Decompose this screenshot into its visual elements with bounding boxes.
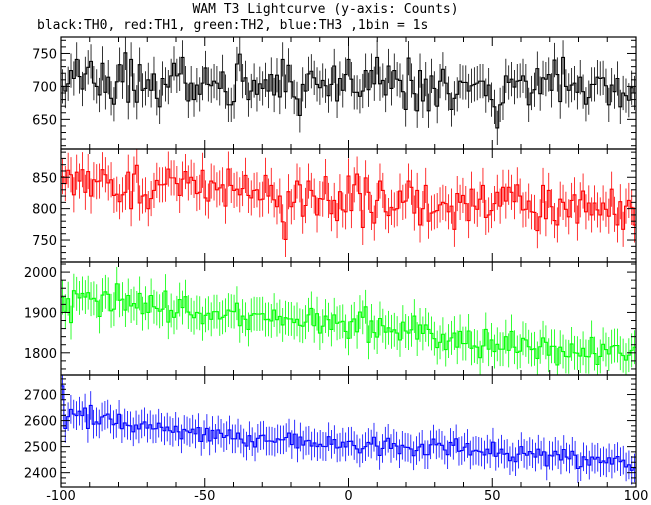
x-tick-label: -50 [194,489,215,504]
panel-th1: 750 800 850 [32,148,637,263]
step-line-th3 [61,385,636,471]
panel-th3: 2400 2500 2600 2700 [24,374,637,488]
y-tick-label: 800 [32,203,57,218]
step-line-th2 [61,283,636,366]
error-bars-th0 [62,37,635,146]
x-tick-label: 0 [344,489,352,504]
y-tick-label: 750 [32,47,57,62]
error-bars-th1 [62,149,635,257]
x-tick-label: 50 [484,489,501,504]
y-tick-label: 1800 [24,347,57,362]
y-tick-label: 1900 [24,306,57,321]
panel-frame [60,261,637,376]
chart-title: WAM T3 Lightcurve (y-axis: Counts) [192,2,459,17]
y-tick-label: 2000 [24,266,57,281]
y-tick-label: 850 [32,171,57,186]
y-tick-label: 750 [32,234,57,249]
panel-th2: 1800 1900 2000 [24,261,637,376]
x-tick-label: 100 [624,489,649,504]
series-th0 [61,37,636,146]
chart-subtitle: black:TH0, red:TH1, green:TH2, blue:TH3 … [37,18,429,33]
error-bars-th2 [62,266,635,375]
y-tick-label: 700 [32,80,57,95]
series-th3 [61,375,636,485]
series-th1 [61,149,636,257]
panel-th0: 650 700 750 [32,36,637,150]
y-tick-label: 650 [32,113,57,128]
y-tick-label: 2400 [24,467,57,482]
y-tick-label: 2500 [24,441,57,456]
y-tick-label: 2600 [24,415,57,430]
y-tick-label: 2700 [24,389,57,404]
step-line-th0 [61,52,636,129]
step-line-th1 [61,164,636,240]
series-th2 [61,266,636,375]
x-tick-label: -100 [46,489,76,504]
